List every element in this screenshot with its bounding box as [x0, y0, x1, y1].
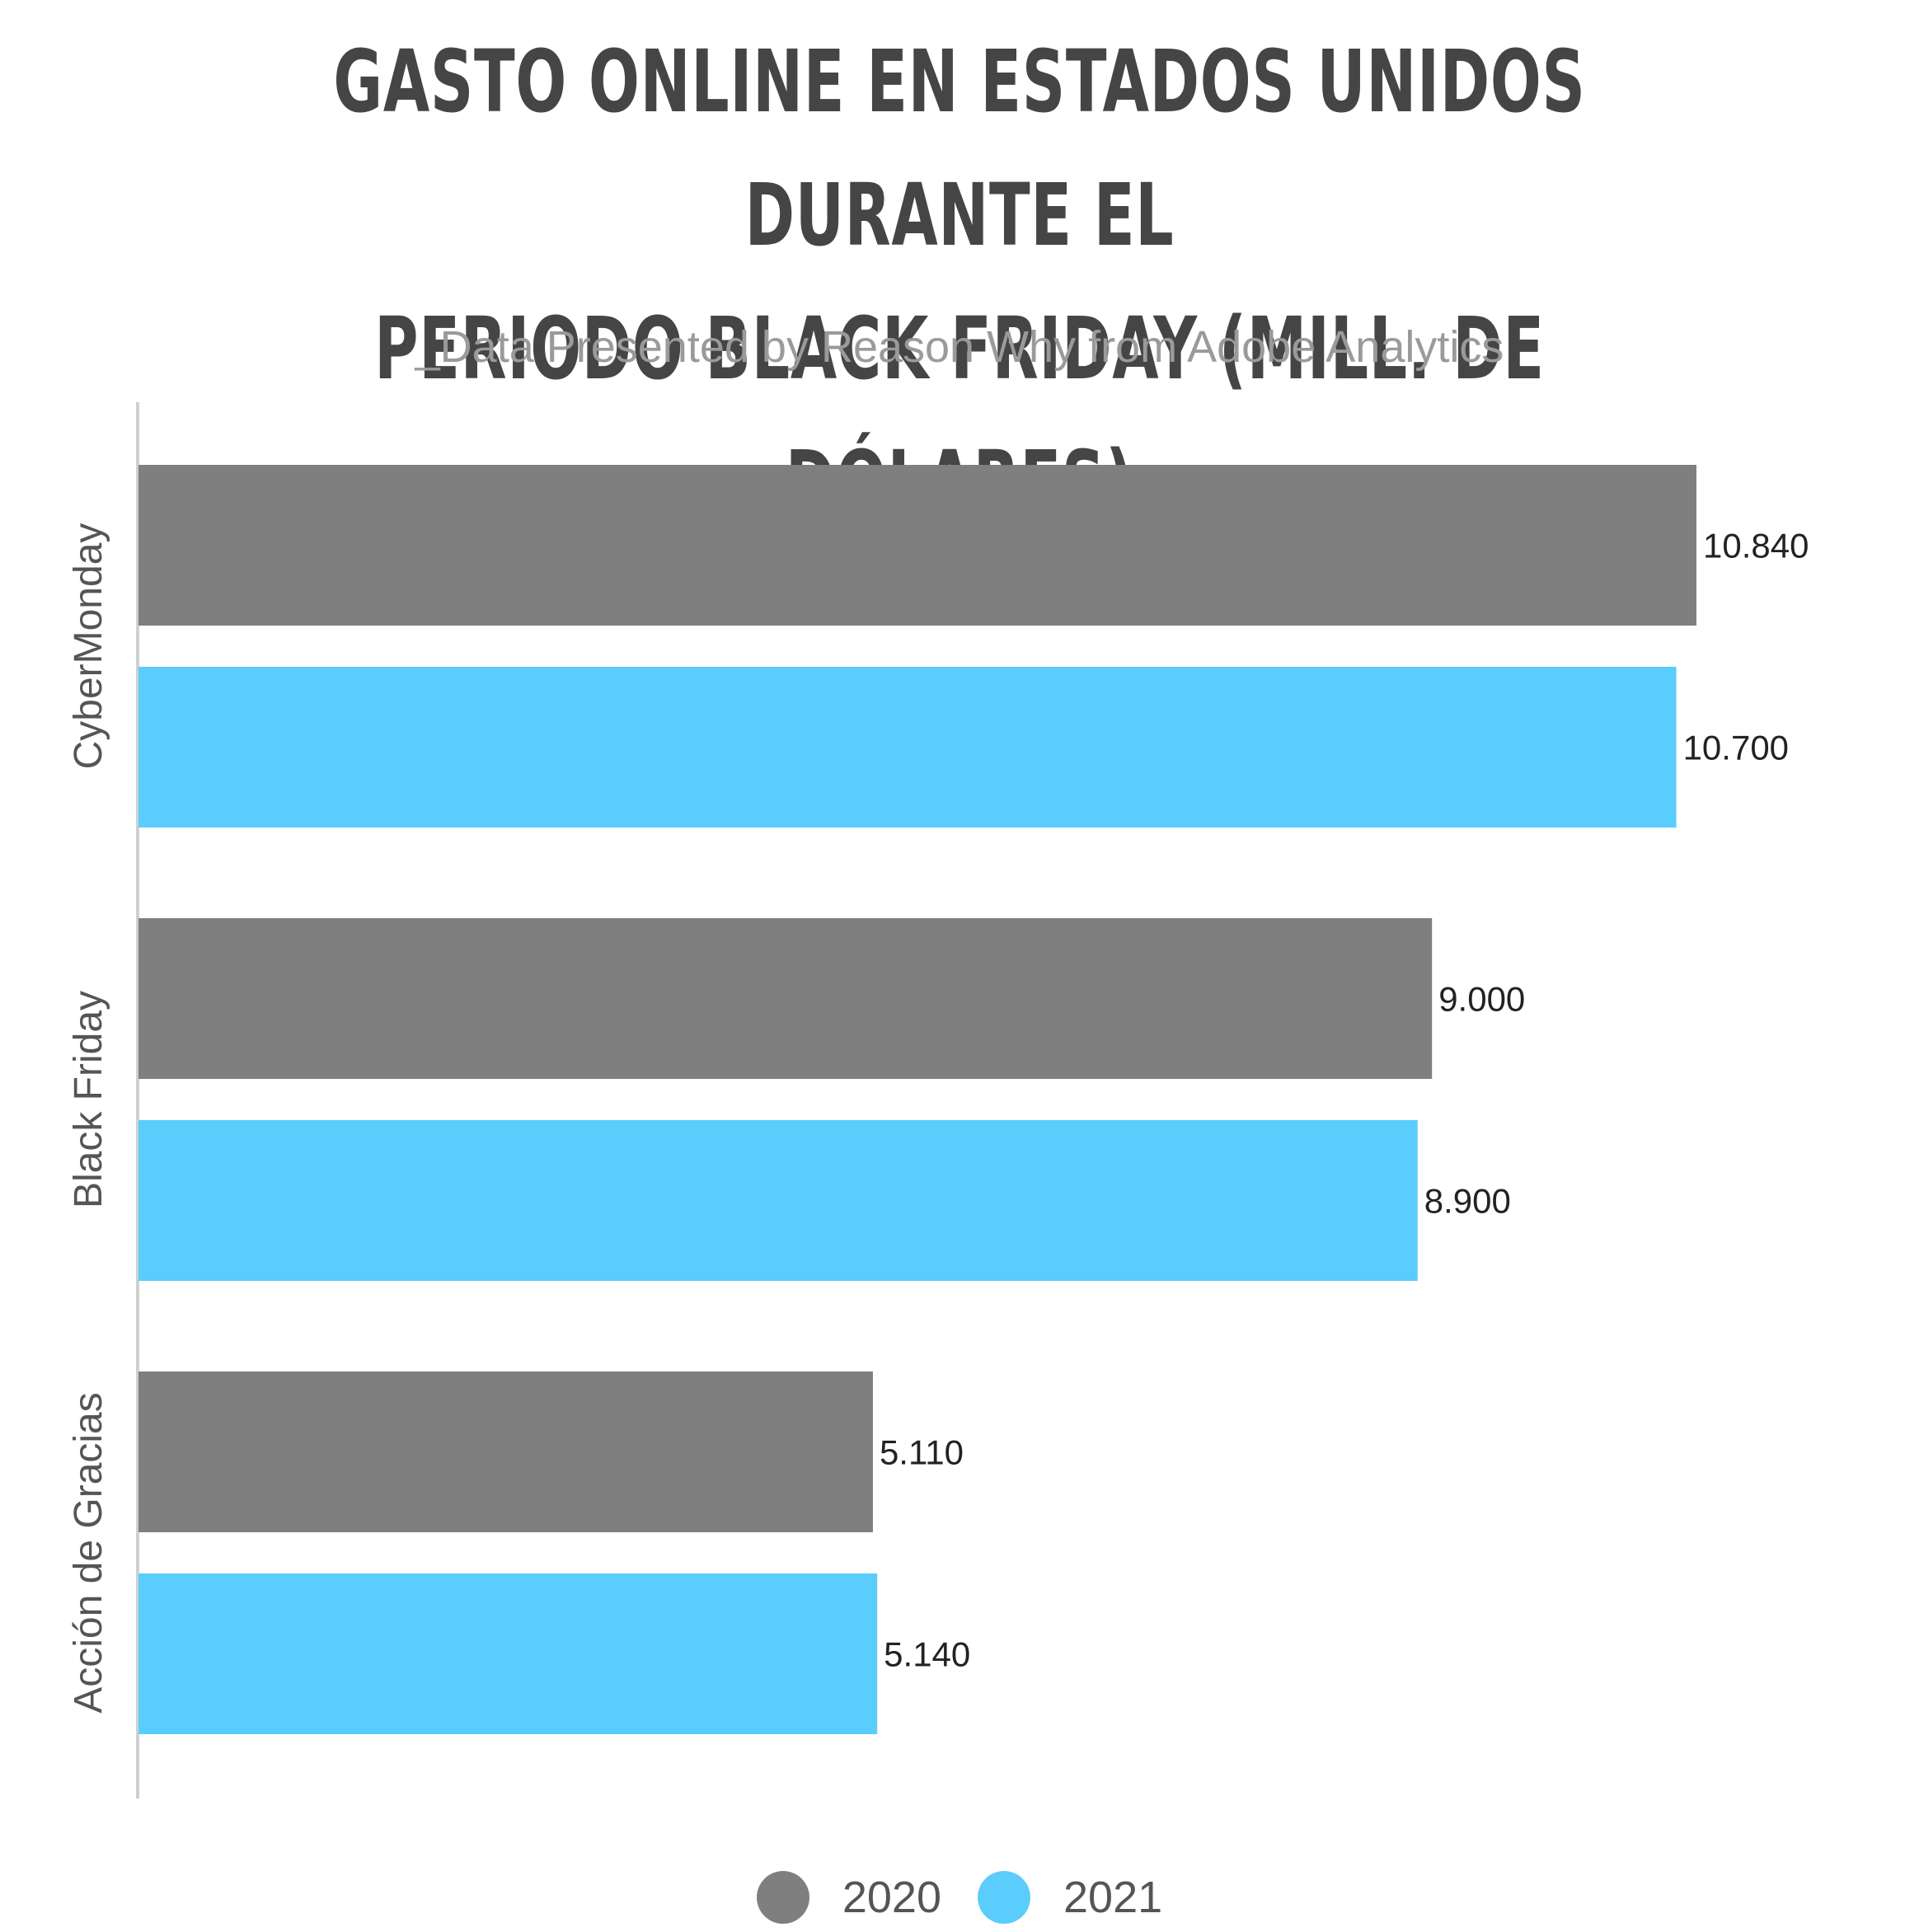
chart-subtitle: _Data Presented by Reason Why from Adobe…: [415, 322, 1504, 372]
category-labels-layer: CyberMonday Black Friday Acción de Gracias: [67, 523, 110, 1714]
value-label-2020-1: 9.000: [1438, 980, 1525, 1019]
category-label-2: Acción de Gracias: [67, 1392, 110, 1714]
category-label-0: CyberMonday: [67, 523, 110, 770]
legend-label-2020: 2020: [842, 1873, 941, 1922]
value-label-2020-2: 5.110: [880, 1433, 964, 1472]
bar-2020-0: [138, 465, 1696, 626]
bar-2021-1: [138, 1120, 1418, 1281]
legend-swatch-2021: [978, 1871, 1030, 1924]
category-label-1: Black Friday: [67, 991, 110, 1208]
bars-layer: [138, 465, 1696, 1734]
bar-2021-0: [138, 667, 1677, 828]
value-label-2020-0: 10.840: [1703, 527, 1809, 565]
legend-label-2021: 2021: [1063, 1873, 1163, 1922]
legend: 2020 2021: [0, 1871, 1919, 1924]
legend-item-2020: 2020: [756, 1871, 941, 1924]
bar-2020-2: [138, 1372, 873, 1532]
value-labels-layer: 10.840 10.700 9.000 8.900 5.110 5.140: [880, 527, 1809, 1674]
legend-item-2021: 2021: [978, 1871, 1162, 1924]
value-label-2021-1: 8.900: [1424, 1182, 1511, 1221]
bar-2021-2: [138, 1573, 878, 1734]
legend-swatch-2020: [756, 1871, 809, 1924]
value-label-2021-2: 5.140: [884, 1635, 970, 1674]
value-label-2021-0: 10.700: [1683, 729, 1789, 767]
bar-2020-1: [138, 918, 1433, 1079]
